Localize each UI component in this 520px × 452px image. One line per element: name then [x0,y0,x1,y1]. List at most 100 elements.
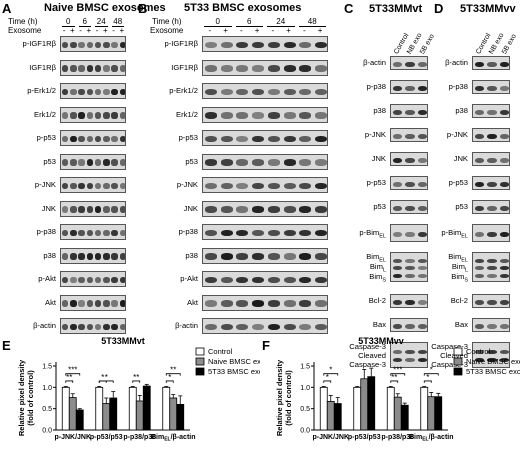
band [111,276,118,284]
band [315,229,327,237]
blot-p-akt [202,271,328,287]
band [252,229,265,237]
band [94,65,102,72]
band [299,300,312,307]
blot-actin [390,56,428,70]
band [204,135,217,143]
band [119,276,125,284]
exosome-sign: - [208,26,212,35]
y-tick-label: 0.0 [300,428,310,435]
band [61,65,69,72]
band [392,299,403,305]
time-value: 6 [247,17,252,26]
band [70,253,77,260]
band [204,41,217,49]
band [405,181,415,187]
row-label-p-p53: p-p53 [448,178,468,187]
band [111,182,118,190]
band [111,41,118,49]
band [111,159,118,166]
band [61,159,69,166]
band [252,159,265,166]
band [70,159,77,166]
panel-d-letter: D [434,1,444,16]
blot-p-jnk [390,128,428,142]
band [499,157,509,163]
band [252,88,265,96]
band [487,157,497,163]
band [78,135,85,143]
significance-bracket [165,373,181,376]
row-label-jnk: JNK [371,154,386,163]
blot-p-p53 [202,130,328,146]
band [267,229,280,237]
bar [367,376,376,431]
significance-bracket [323,380,332,383]
band [299,323,312,331]
panel-e-letter: E [2,338,11,353]
legend-swatch [195,347,205,356]
significance-stars: * [168,373,171,382]
band [487,349,497,354]
band [61,253,69,260]
significance-bracket [323,373,339,376]
band [94,159,102,166]
blot-igf1r [60,59,126,76]
exosome-sign: - [303,26,306,35]
band [86,182,93,190]
band [405,133,415,139]
band [315,276,327,284]
row-label-p53: p53 [185,156,198,166]
bar [176,404,185,431]
band [283,182,296,190]
band [392,349,403,354]
legend-label: Control [208,347,233,356]
significance-stars: * [101,373,104,382]
band [487,85,497,91]
band [61,229,69,237]
band [220,323,233,331]
exosome-sign: + [119,26,125,35]
band [61,206,69,213]
band [315,300,327,307]
band [103,229,110,237]
blot-p-p53 [472,176,510,190]
row-label-p-erk1-2: p-Erk1/2 [169,86,198,95]
blot-p-bimel [390,224,428,242]
band [474,85,485,91]
bar [326,401,335,431]
band [283,323,296,331]
band [417,109,427,115]
exosome-sign: + [70,26,75,35]
legend-label: 5T33 BMSC exo [466,367,520,376]
panel-f-letter: F [262,338,270,353]
band [283,276,296,284]
band [61,88,69,96]
band [299,253,312,260]
band [236,276,249,284]
band [283,253,296,260]
row-label-caspase-3-cleaved-caspase-3: Caspase-3 Cleaved Caspase-3 [349,342,386,369]
significance-bracket [65,380,74,383]
exosome-sign: + [254,26,260,35]
bar [162,386,171,431]
band [474,299,485,305]
x-tick-label: p-p38/p38 [381,434,414,441]
band [119,41,125,49]
band [94,276,102,284]
band [267,253,280,260]
band [252,300,265,307]
significance-stars: * [105,373,108,382]
band [499,299,509,305]
band [299,41,312,49]
band [283,41,296,49]
band [103,88,110,96]
blot-jnk [60,200,126,217]
band [392,157,403,163]
significance-stars: * [430,366,433,375]
band [220,300,233,307]
blot-actin [60,318,126,334]
band [499,181,509,187]
significance-bracket [390,380,399,383]
band [220,159,233,166]
